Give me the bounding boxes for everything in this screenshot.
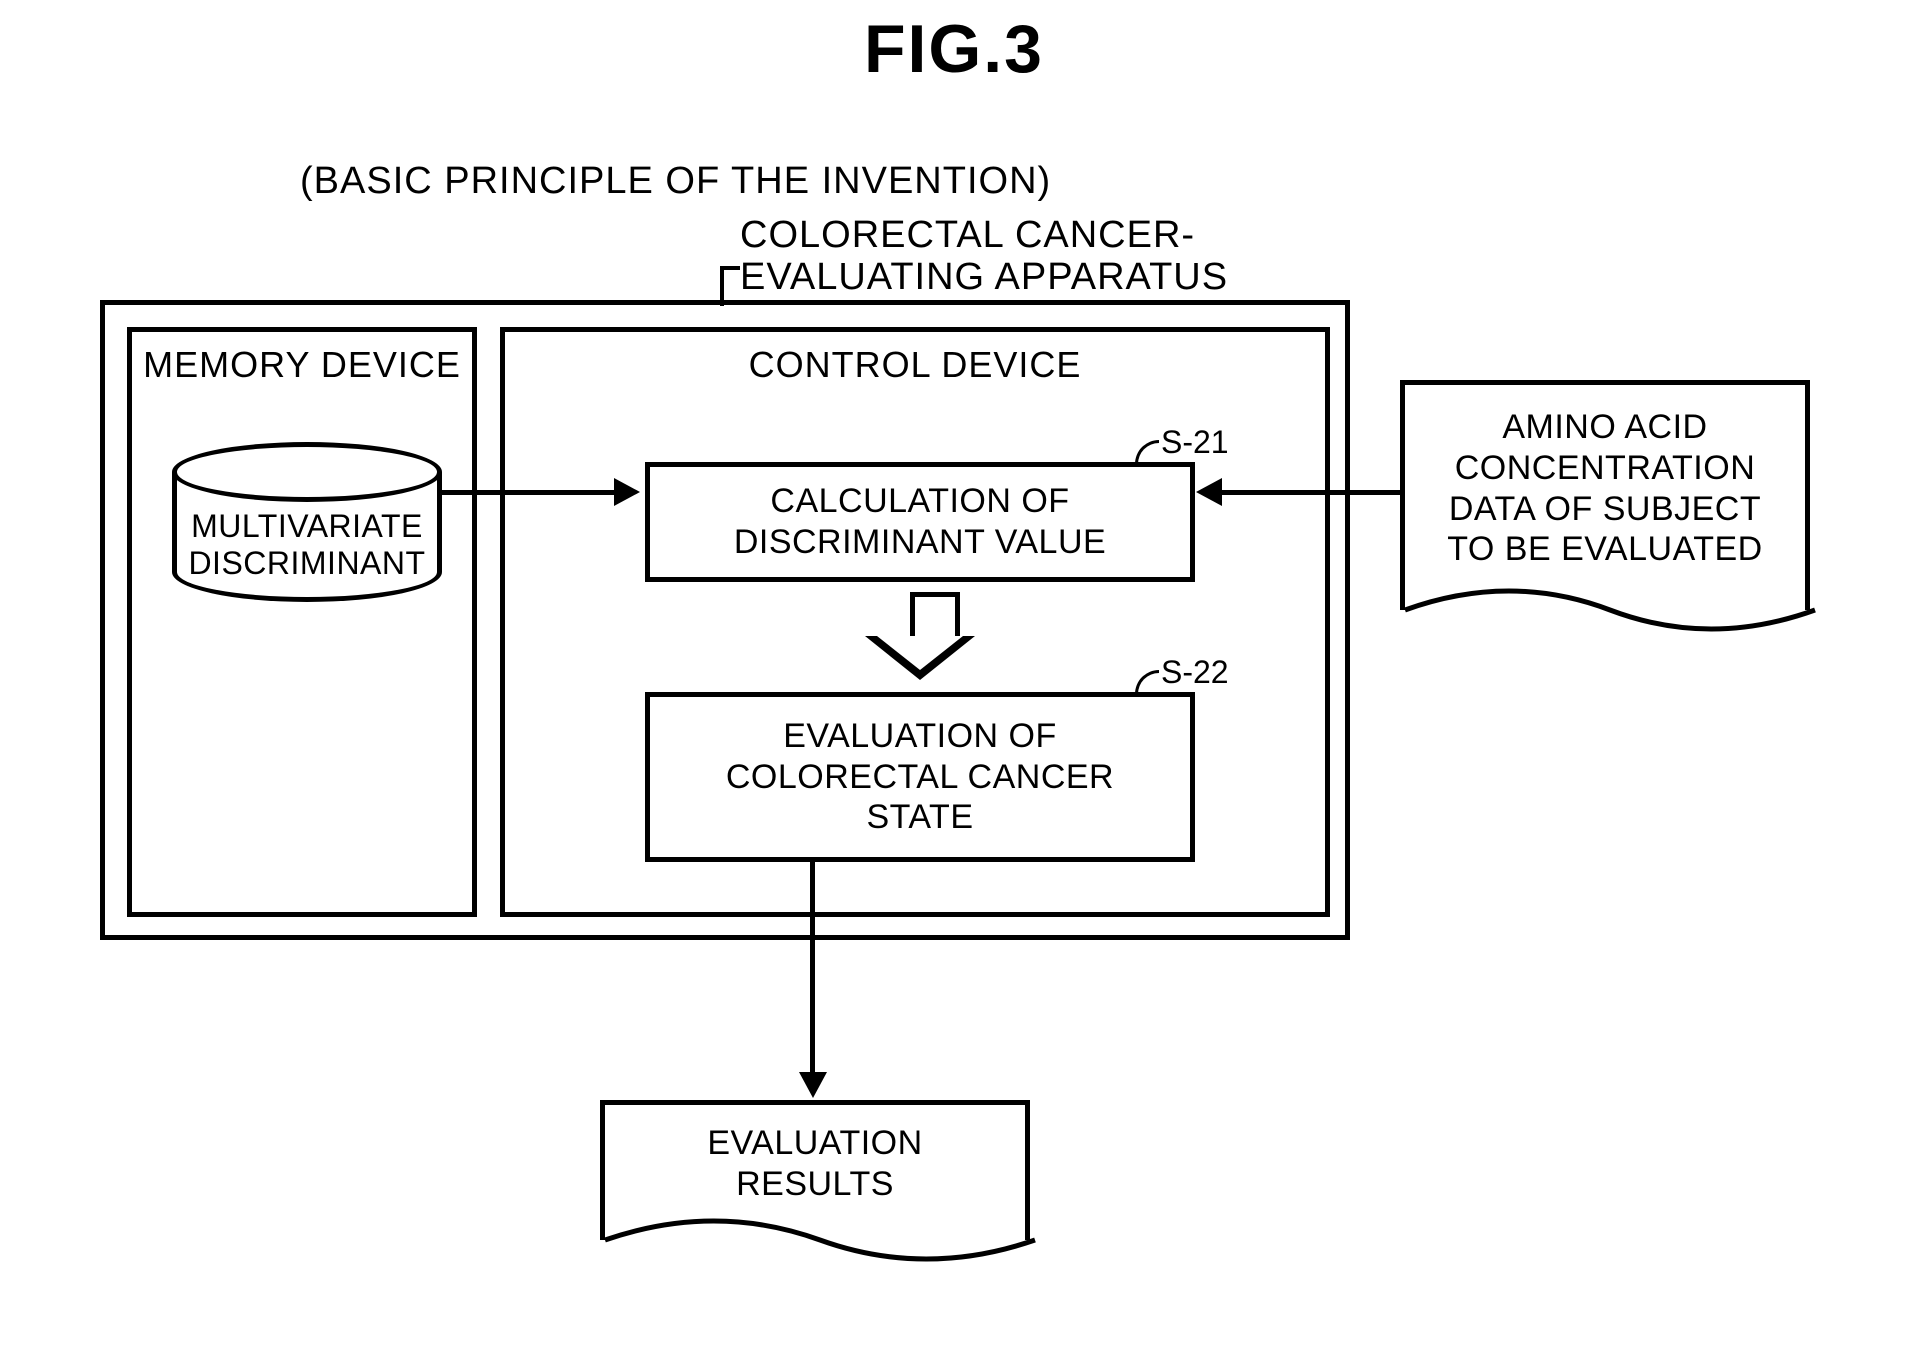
cylinder-top bbox=[172, 442, 442, 502]
step-22-id: S-22 bbox=[1161, 654, 1229, 691]
input-doc-text: AMINO ACIDCONCENTRATIONDATA OF SUBJECTTO… bbox=[1439, 397, 1770, 598]
step-21-box: CALCULATION OFDISCRIMINANT VALUE bbox=[645, 462, 1195, 582]
control-device-title: CONTROL DEVICE bbox=[505, 344, 1325, 386]
memory-device-title: MEMORY DEVICE bbox=[132, 344, 472, 386]
apparatus-label-line1: COLORECTAL CANCER-EVALUATING APPARATUS bbox=[740, 214, 1228, 298]
arrow-step2-to-output-head bbox=[799, 1072, 827, 1098]
step-21-curve bbox=[1135, 440, 1159, 464]
apparatus-box: MEMORY DEVICE MULTIVARIATEDISCRIMINANT C… bbox=[100, 300, 1350, 940]
figure-title: FIG.3 bbox=[0, 10, 1908, 88]
apparatus-label: COLORECTAL CANCER-EVALUATING APPARATUS bbox=[740, 215, 1228, 299]
step-22-text: EVALUATION OFCOLORECTAL CANCERSTATE bbox=[726, 716, 1114, 838]
step-21-text: CALCULATION OFDISCRIMINANT VALUE bbox=[734, 481, 1106, 563]
arrow-input-to-step1-head bbox=[1196, 478, 1222, 506]
arrow-memory-to-step1 bbox=[430, 490, 620, 495]
control-device-box: CONTROL DEVICE S-21 CALCULATION OFDISCRI… bbox=[500, 327, 1330, 917]
arrow-input-to-step1 bbox=[1220, 490, 1400, 495]
memory-device-box: MEMORY DEVICE MULTIVARIATEDISCRIMINANT bbox=[127, 327, 477, 917]
multivariate-discriminant-cylinder: MULTIVARIATEDISCRIMINANT bbox=[172, 442, 442, 602]
input-doc: AMINO ACIDCONCENTRATIONDATA OF SUBJECTTO… bbox=[1400, 380, 1810, 610]
output-doc-wave bbox=[600, 1210, 1040, 1270]
step-22-curve bbox=[1135, 670, 1159, 694]
subtitle: (BASIC PRINCIPLE OF THE INVENTION) bbox=[300, 160, 1051, 203]
step-22-box: EVALUATION OFCOLORECTAL CANCERSTATE bbox=[645, 692, 1195, 862]
block-arrow-down-icon bbox=[895, 592, 975, 680]
output-doc: EVALUATIONRESULTS bbox=[600, 1100, 1030, 1240]
arrow-memory-to-step1-head bbox=[614, 478, 640, 506]
arrow-step2-to-output bbox=[810, 860, 815, 1075]
step-21-id: S-21 bbox=[1161, 424, 1229, 461]
input-doc-wave bbox=[1400, 580, 1820, 640]
